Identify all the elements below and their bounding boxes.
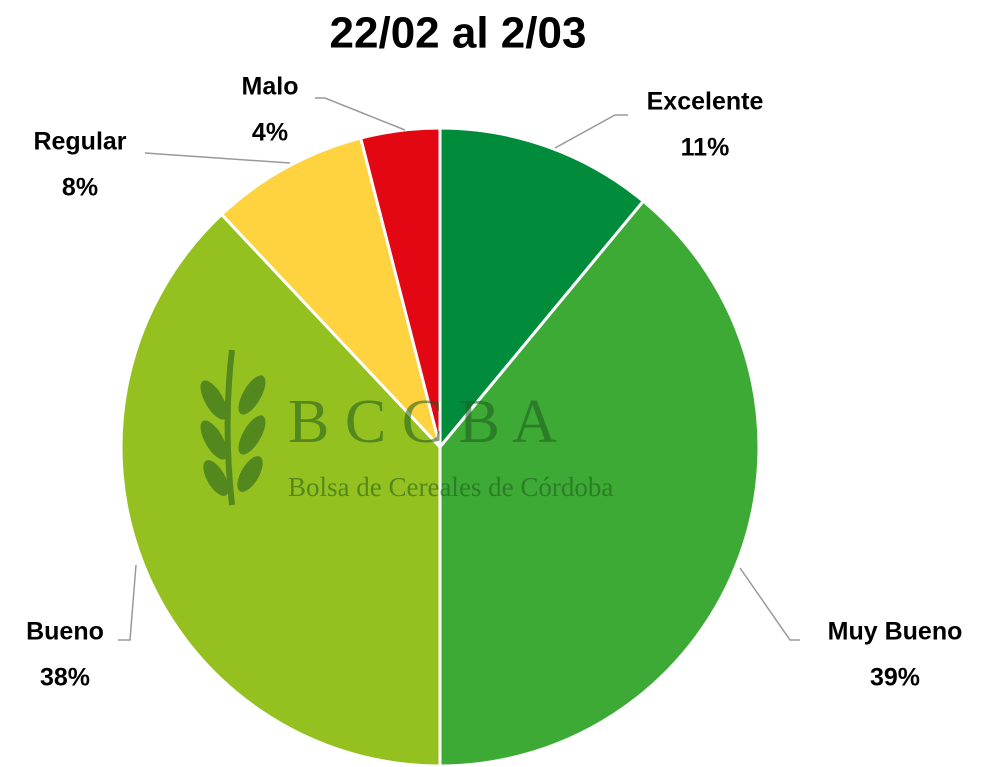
leader-line <box>739 567 800 641</box>
leader-line <box>554 114 628 149</box>
legend-label: Regular <box>33 128 126 156</box>
watermark-leaf <box>200 380 228 420</box>
pie-slice <box>119 212 442 767</box>
data-label: 4% <box>252 119 288 147</box>
data-label: 39% <box>870 664 920 692</box>
legend-label: Malo <box>242 73 299 101</box>
leader-line <box>315 97 406 131</box>
watermark-leaf <box>238 415 266 455</box>
legend-label: Bueno <box>26 618 104 646</box>
legend-label: Excelente <box>647 88 764 116</box>
watermark-leaf <box>237 456 263 492</box>
pie-slice <box>438 126 646 452</box>
data-label: 8% <box>62 174 98 202</box>
watermark-leaf <box>200 420 228 460</box>
watermark-leaf <box>203 460 229 496</box>
watermark-subtitle: Bolsa de Cereales de Córdoba <box>288 472 613 502</box>
pie <box>119 126 761 767</box>
legend-label: Muy Bueno <box>828 618 963 646</box>
leader-line <box>144 152 291 164</box>
data-label: 38% <box>40 664 90 692</box>
pie-slice <box>358 126 442 448</box>
watermark-leaf <box>238 375 266 415</box>
data-label: 11% <box>681 134 730 162</box>
pie-slice <box>219 136 442 449</box>
watermark-stem <box>224 349 235 506</box>
pie-slice <box>438 199 761 767</box>
chart-title: 22/02 al 2/03 <box>330 9 587 58</box>
leader-line <box>118 564 137 641</box>
watermark <box>200 349 266 506</box>
labels: Excelente 11% Muy Bueno 39% Bueno 38% Regular 8… <box>26 73 962 692</box>
watermark-logo: B C C B A <box>288 388 557 456</box>
